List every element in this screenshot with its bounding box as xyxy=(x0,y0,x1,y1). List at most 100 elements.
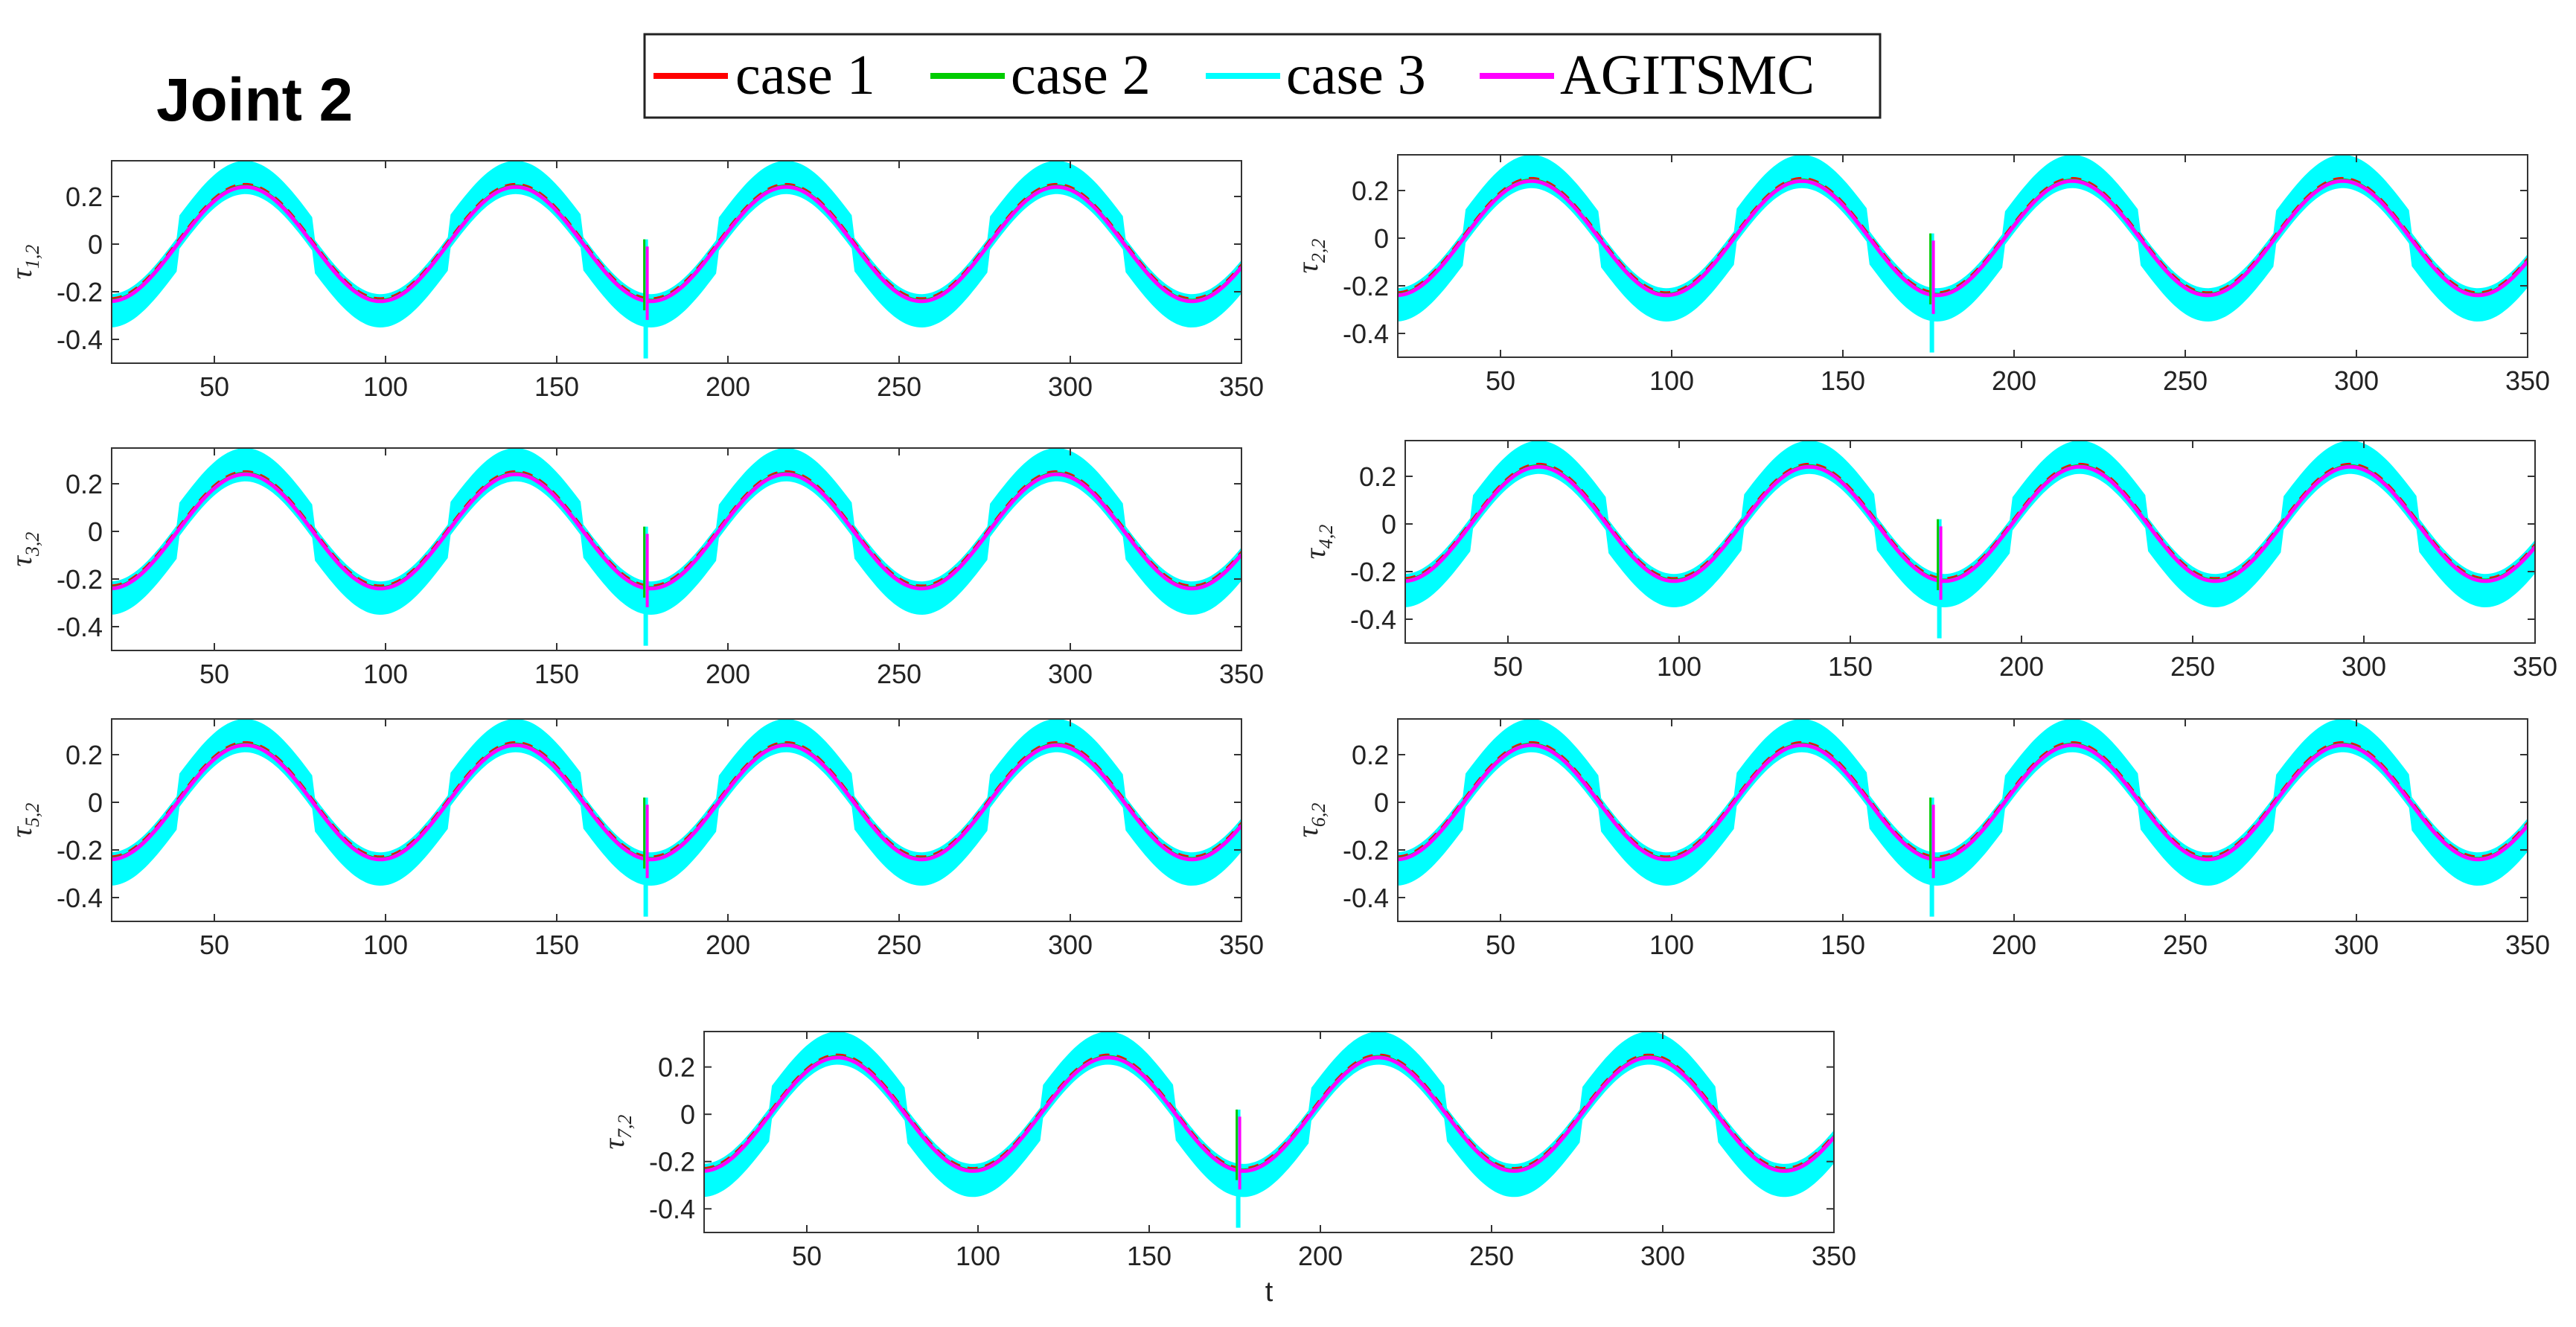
x-tick-label: 250 xyxy=(2163,930,2208,960)
y-axis-label: τ7,2 xyxy=(597,1115,636,1150)
legend: case 1 case 2 case 3 AGITSMC xyxy=(643,33,1882,119)
y-tick-label: 0.2 xyxy=(658,1052,695,1083)
y-axis-label: τ4,2 xyxy=(1298,525,1337,560)
legend-label-agitsmc: AGITSMC xyxy=(1560,44,1815,106)
x-tick-label: 150 xyxy=(534,371,579,402)
x-tick-label: 100 xyxy=(1649,365,1694,396)
x-tick-label: 250 xyxy=(2170,651,2215,682)
y-axis-label: τ2,2 xyxy=(1291,239,1329,274)
axes-frame xyxy=(1397,154,2528,358)
y-axis-label-subscript: 3,2 xyxy=(22,532,43,557)
y-axis-label-symbol: τ xyxy=(1298,547,1332,559)
x-tick-label: 200 xyxy=(706,659,750,689)
series-case3-band xyxy=(1405,441,2535,607)
x-tick-label: 150 xyxy=(1821,365,1865,396)
x-tick-label: 200 xyxy=(1992,930,2036,960)
y-tick-label: -0.4 xyxy=(649,1194,695,1224)
x-axis-label: t xyxy=(1265,1276,1273,1308)
x-tick-label: 350 xyxy=(1219,659,1264,689)
y-axis-label-subscript: 2,2 xyxy=(1308,239,1329,263)
axes-frame xyxy=(111,447,1242,651)
plot-area xyxy=(1405,441,2535,639)
y-axis-label-subscript: 6,2 xyxy=(1308,803,1329,828)
x-tick-label: 50 xyxy=(199,371,229,402)
y-tick-label: 0.2 xyxy=(65,740,103,770)
plot-area xyxy=(1398,719,2528,917)
x-tick-label: 200 xyxy=(706,371,750,402)
x-tick-label: 100 xyxy=(1657,651,1701,682)
y-axis-label-symbol: τ xyxy=(4,267,38,279)
x-tick-label: 300 xyxy=(2334,365,2379,396)
subplot-6: 50 100 150 200 250 300 350 -0.4 -0.2 0 0.2 τ6,2 xyxy=(1291,718,2550,960)
x-tick-label: 250 xyxy=(2163,365,2208,396)
subplot-2: 50 100 150 200 250 300 350 -0.4 -0.2 0 0.2 τ2,2 xyxy=(1291,154,2550,396)
y-tick-label: 0.2 xyxy=(65,469,103,499)
axes-frame xyxy=(1404,440,2536,644)
y-axis-label-subscript: 7,2 xyxy=(614,1115,636,1139)
x-tick-label: 150 xyxy=(534,659,579,689)
y-axis-label-symbol: τ xyxy=(4,825,38,837)
y-axis-label: τ3,2 xyxy=(4,532,43,567)
y-axis-label-symbol: τ xyxy=(1291,825,1324,837)
y-tick-label: -0.2 xyxy=(57,564,103,595)
subplot-3: 50 100 150 200 250 300 350 -0.4 -0.2 0 0.2 τ3,2 xyxy=(4,447,1264,689)
series-case3-band xyxy=(704,1032,1834,1198)
x-tick-label: 350 xyxy=(1219,371,1264,402)
series-agitsmc-line xyxy=(1398,743,2528,862)
series-agitsmc-line xyxy=(1398,179,2528,298)
x-tick-label: 100 xyxy=(363,930,408,960)
x-tick-label: 50 xyxy=(1486,930,1515,960)
x-tick-label: 300 xyxy=(1048,659,1093,689)
y-tick-label: 0 xyxy=(88,517,103,547)
y-tick-label: -0.4 xyxy=(1343,883,1389,913)
plot-area xyxy=(1398,155,2528,353)
legend-label-case1: case 1 xyxy=(735,44,875,106)
x-tick-label: 250 xyxy=(877,659,921,689)
x-tick-label: 250 xyxy=(1469,1241,1514,1271)
series-case3-band xyxy=(112,161,1241,327)
axes-frame xyxy=(111,718,1242,922)
y-axis-label: τ6,2 xyxy=(1291,803,1329,838)
axes-frame xyxy=(1397,718,2528,922)
figure-title: Joint 2 xyxy=(156,66,353,134)
x-tick-label: 300 xyxy=(1048,930,1093,960)
y-axis-label-symbol: τ xyxy=(4,554,38,566)
y-tick-label: -0.2 xyxy=(649,1147,695,1177)
x-tick-label: 350 xyxy=(1219,930,1264,960)
series-agitsmc-line xyxy=(112,743,1241,862)
x-tick-label: 350 xyxy=(1812,1241,1856,1271)
x-tick-label: 50 xyxy=(1486,365,1515,396)
x-tick-label: 150 xyxy=(1127,1241,1172,1271)
x-tick-label: 350 xyxy=(2505,930,2550,960)
x-tick-label: 50 xyxy=(792,1241,822,1271)
y-tick-label: -0.4 xyxy=(1350,604,1396,635)
y-axis-label-symbol: τ xyxy=(1291,261,1324,273)
x-tick-label: 150 xyxy=(1828,651,1873,682)
series-case3-band xyxy=(1398,719,2528,886)
series-agitsmc-line xyxy=(112,185,1241,304)
subplot-5: 50 100 150 200 250 300 350 -0.4 -0.2 0 0.2 τ5,2 xyxy=(4,718,1264,960)
y-axis-label-symbol: τ xyxy=(597,1137,630,1149)
x-tick-label: 100 xyxy=(363,371,408,402)
y-tick-label: -0.4 xyxy=(57,883,103,913)
series-agitsmc-line xyxy=(1405,464,2535,583)
y-tick-label: 0 xyxy=(1374,223,1389,254)
x-tick-label: 300 xyxy=(2334,930,2379,960)
x-tick-label: 50 xyxy=(199,930,229,960)
y-axis-label-subscript: 1,2 xyxy=(22,245,43,269)
plot-area xyxy=(112,448,1241,646)
y-tick-label: -0.2 xyxy=(1350,557,1396,587)
subplot-7: 50 100 150 200 250 300 350 -0.4 -0.2 0 0.2 τ7,2 t xyxy=(597,1031,1856,1308)
series-case3-band xyxy=(112,719,1241,886)
x-tick-label: 200 xyxy=(1999,651,2044,682)
subplots: 50 100 150 200 250 300 350-0.4-0.200.2τ1,250 10… xyxy=(4,154,2557,1308)
x-tick-label: 350 xyxy=(2513,651,2557,682)
series-agitsmc-line xyxy=(704,1055,1834,1173)
y-tick-label: 0 xyxy=(88,229,103,260)
legend-label-case2: case 2 xyxy=(1011,44,1151,106)
y-tick-label: -0.2 xyxy=(57,277,103,307)
x-tick-label: 250 xyxy=(877,930,921,960)
x-tick-label: 200 xyxy=(1298,1241,1343,1271)
y-tick-label: 0 xyxy=(1381,509,1396,540)
